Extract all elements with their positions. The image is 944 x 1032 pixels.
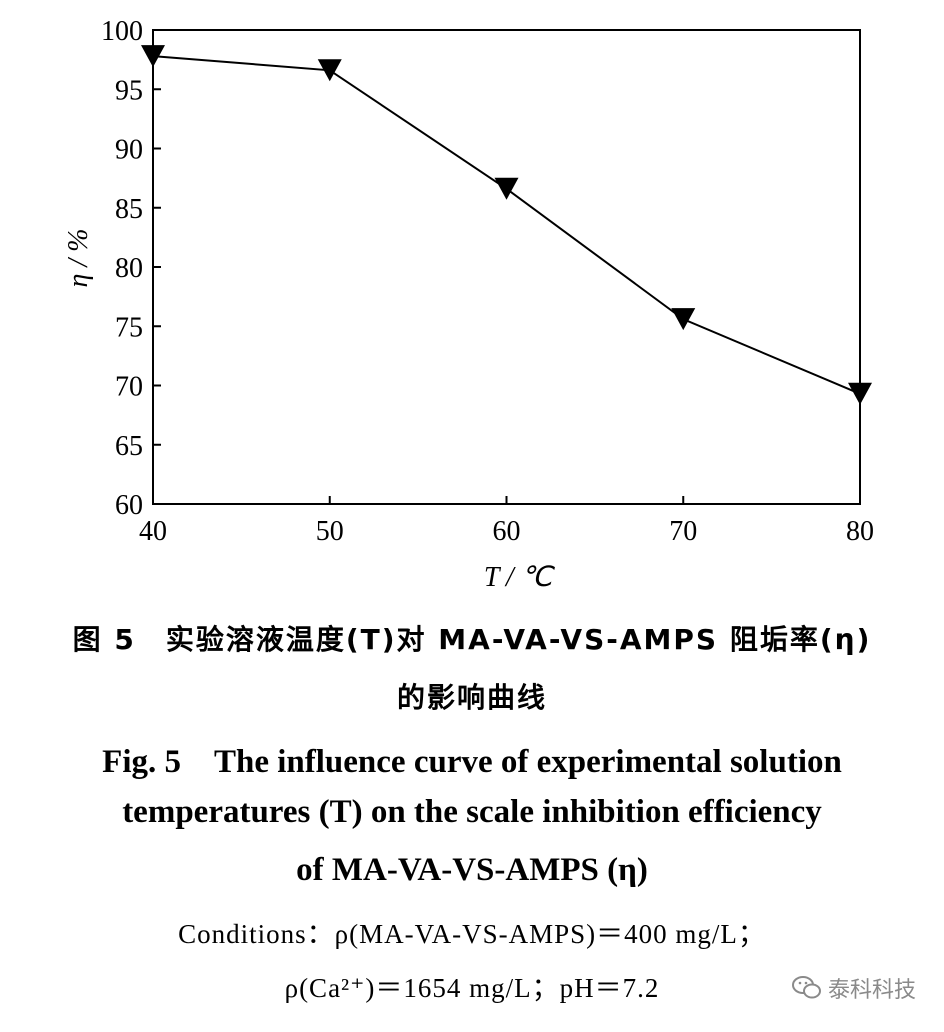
caption-cn-line2: 的影响曲线 [396,681,547,714]
caption-en-line1: Fig. 5 The influence curve of experiment… [102,744,842,780]
caption-en-line2: temperatures (T) on the scale inhibition… [122,794,822,830]
y-tick-label: 95 [115,75,143,106]
data-point-marker [494,177,519,200]
caption-cn-line1: 图 5 实验溶液温度(T)对 MA-VA-VS-AMPS 阻垢率(η) [72,623,872,656]
data-point-marker [671,308,696,331]
x-axis: 40 50 60 70 80 [139,496,874,547]
data-point-marker [141,45,165,68]
caption-conditions-line2: ρ(Ca²⁺)＝1654 mg/L；pH＝7.2 [284,973,660,1003]
x-axis-label: T / ℃ [484,562,556,593]
caption-conditions-line1: Conditions：ρ(MA-VA-VS-AMPS)＝400 mg/L； [178,919,766,949]
series-line [152,55,861,395]
data-point-marker [317,59,342,82]
y-axis-label: η / % [63,229,94,288]
y-tick-label: 70 [115,372,143,403]
x-tick-label: 80 [846,516,874,547]
x-tick-label: 60 [493,516,521,547]
y-tick-label: 60 [115,490,143,521]
series-markers [141,45,872,405]
data-point-marker [848,382,872,405]
caption-en-line3: of MA-VA-VS-AMPS (η) [296,852,648,888]
y-tick-label: 75 [115,312,143,343]
y-tick-label: 85 [115,194,143,225]
y-tick-label: 100 [101,16,143,47]
x-tick-label: 40 [139,516,167,547]
wechat-icon [791,975,822,1001]
x-tick-label: 70 [669,516,697,547]
watermark: 泰科科技 [791,972,916,1004]
y-axis: 60 65 70 75 80 85 90 95 100 [101,16,161,521]
y-tick-label: 90 [115,135,143,166]
y-tick-label: 80 [115,253,143,284]
line-chart: 60 65 70 75 80 85 90 95 100 40 50 60 70 80 η / % T /… [63,16,874,593]
watermark-text: 泰科科技 [827,978,916,1003]
plot-frame [152,29,861,505]
y-tick-label: 65 [115,431,143,462]
x-tick-label: 50 [316,516,344,547]
